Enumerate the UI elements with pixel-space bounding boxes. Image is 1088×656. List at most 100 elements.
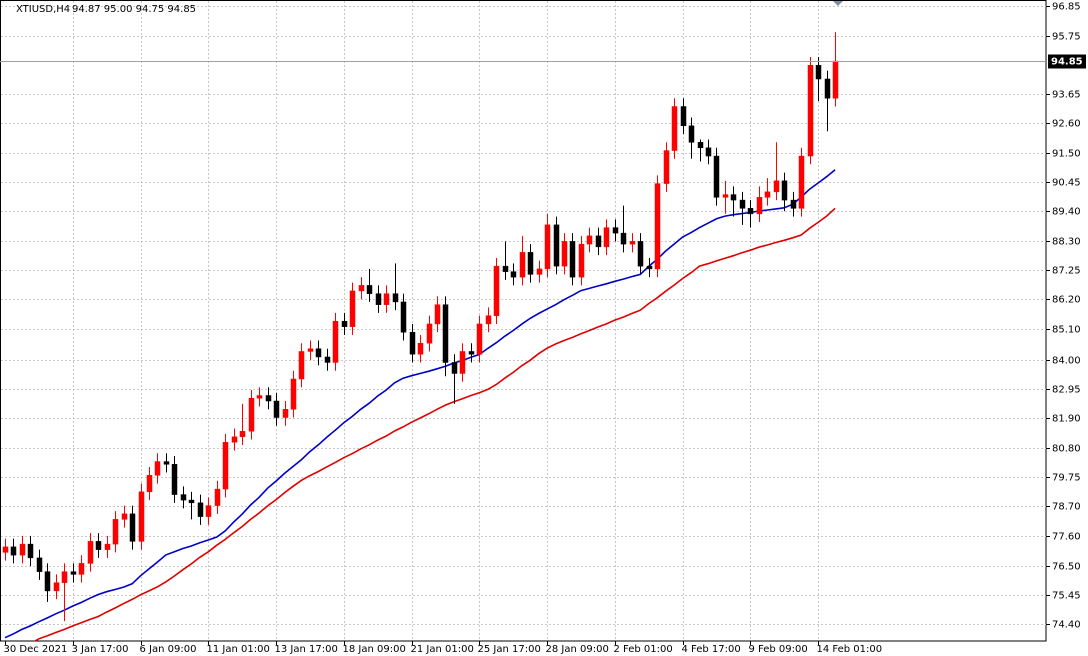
- candle-body: [705, 147, 712, 157]
- y-tick-label: 86.20: [1052, 295, 1081, 306]
- candle-body: [510, 271, 517, 278]
- candle-body: [197, 502, 204, 517]
- candle-body: [273, 400, 280, 418]
- candle-body: [434, 304, 441, 325]
- candle-body: [53, 582, 60, 592]
- candle-body: [663, 150, 670, 184]
- candle-body: [637, 241, 644, 267]
- candle-body: [493, 265, 500, 316]
- x-tick-label: 21 Jan 01:00: [411, 644, 474, 655]
- y-tick-label: 93.65: [1052, 90, 1081, 101]
- candle-body: [756, 197, 763, 215]
- moving-average: [4, 169, 836, 639]
- candle-body: [459, 351, 466, 374]
- candle-body: [603, 227, 610, 248]
- x-tick-label: 13 Jan 17:00: [275, 644, 338, 655]
- candle-body: [586, 235, 593, 245]
- candle-body: [688, 125, 695, 143]
- y-tick-label: 79.75: [1052, 473, 1081, 484]
- candle-body: [44, 571, 51, 592]
- candle-body: [36, 557, 43, 572]
- x-tick-label: 9 Feb 09:00: [749, 644, 808, 655]
- candle-body: [722, 194, 729, 198]
- x-tick-label: 18 Jan 09:00: [343, 644, 406, 655]
- candle-body: [400, 301, 407, 333]
- candle-body: [730, 194, 737, 201]
- y-tick-label: 78.70: [1052, 502, 1081, 513]
- candle-body: [248, 398, 255, 432]
- candle-body: [129, 513, 136, 542]
- candle-body: [544, 224, 551, 270]
- candle-body: [646, 265, 653, 270]
- candle-body: [366, 285, 373, 294]
- candle-body: [476, 323, 483, 355]
- candle-body: [315, 348, 322, 358]
- candle-body: [265, 395, 272, 402]
- candle-body: [180, 494, 187, 501]
- chart-title: XTIUSD,H4: [16, 4, 70, 15]
- candle-body: [171, 464, 178, 495]
- candle-body: [70, 571, 77, 575]
- candle-body: [426, 323, 433, 344]
- candle-body: [10, 546, 17, 556]
- candle-body: [375, 293, 382, 305]
- y-tick-label: 96.85: [1052, 2, 1081, 13]
- candle-body: [324, 356, 331, 363]
- y-tick-label: 89.40: [1052, 207, 1081, 218]
- candle-body: [205, 505, 212, 517]
- candle-body: [519, 252, 526, 278]
- y-tick-label: 80.80: [1052, 444, 1081, 455]
- candle-body: [620, 232, 627, 245]
- candle-body: [112, 519, 119, 545]
- candle-body: [2, 546, 9, 553]
- candle-body: [773, 180, 780, 193]
- candle-body: [104, 543, 111, 550]
- candle-body: [553, 224, 560, 267]
- y-tick-label: 95.75: [1052, 32, 1081, 43]
- y-tick-label: 84.00: [1052, 356, 1081, 367]
- candle-body: [383, 293, 390, 305]
- candle-body: [154, 461, 161, 476]
- axes-layer: 96.85 95.75 93.65 92.60 91.50 90.45 89.40 88.30…: [4, 2, 1086, 655]
- candle-body: [61, 571, 68, 583]
- candle-body: [95, 541, 102, 550]
- candle-body: [798, 155, 805, 209]
- candle-body: [561, 241, 568, 267]
- candle-body: [332, 320, 339, 363]
- x-tick-label: 4 Feb 17:00: [682, 644, 741, 655]
- y-tick-label: 88.30: [1052, 237, 1081, 248]
- candle-body: [290, 378, 297, 410]
- candle-body: [231, 436, 238, 443]
- candle-body: [654, 183, 661, 270]
- candle-body: [298, 351, 305, 380]
- marks-layer: [0, 32, 1046, 641]
- candle-body: [536, 268, 543, 275]
- y-tick-label: 87.25: [1052, 266, 1081, 277]
- candle-body: [451, 362, 458, 374]
- x-tick-label: 6 Jan 09:00: [140, 644, 197, 655]
- y-tick-label: 91.50: [1052, 149, 1081, 160]
- candle-body: [121, 513, 128, 520]
- moving-average: [33, 207, 836, 641]
- y-tick-label: 92.60: [1052, 119, 1081, 130]
- candle-body: [629, 241, 636, 245]
- candle-body: [824, 78, 831, 99]
- y-tick-label: 82.95: [1052, 385, 1081, 396]
- candle-body: [19, 543, 26, 556]
- price-tag-label: 94.85: [1051, 57, 1083, 68]
- candle-body: [807, 64, 814, 157]
- shift-marker: [833, 1, 843, 6]
- candle-body: [214, 488, 221, 506]
- candle-body: [358, 285, 365, 292]
- y-tick-label: 76.50: [1052, 562, 1081, 573]
- x-tick-label: 30 Dec 2021: [4, 644, 68, 655]
- candle-body: [409, 331, 416, 355]
- candle-body: [239, 431, 246, 438]
- candle-body: [747, 208, 754, 215]
- x-tick-label: 14 Feb 01:00: [817, 644, 883, 655]
- candle-body: [282, 409, 289, 418]
- candle-body: [790, 199, 797, 209]
- candle-body: [27, 543, 34, 559]
- candle-body: [569, 241, 576, 278]
